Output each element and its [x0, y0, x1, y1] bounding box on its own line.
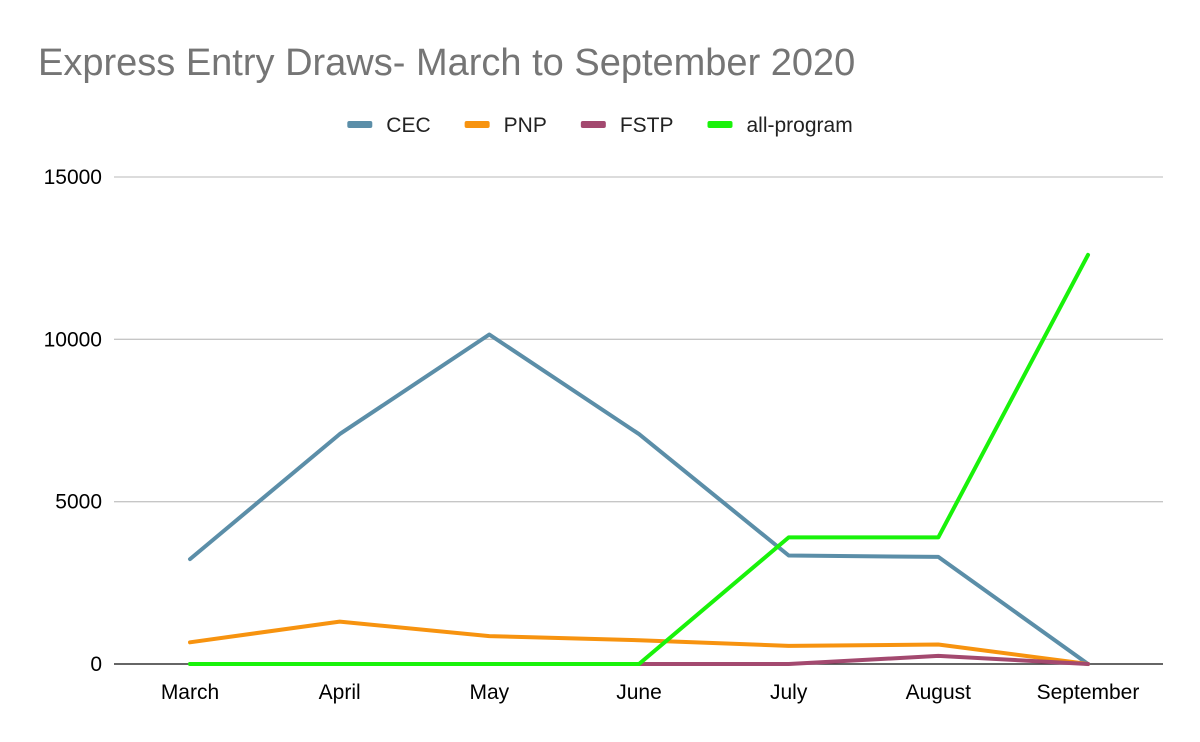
x-tick-label: September: [1037, 681, 1140, 704]
legend-label: PNP: [504, 114, 547, 137]
y-tick-label: 5000: [55, 491, 102, 514]
legend-item-cec: CEC: [347, 114, 431, 137]
x-tick-label: June: [616, 681, 662, 704]
y-axis-ticks: 0 5000 10000 15000: [44, 166, 102, 676]
legend-swatch: [464, 121, 490, 128]
chart-title: Express Entry Draws- March to September …: [38, 42, 855, 84]
gridlines: [114, 176, 1163, 665]
legend-item-pnp: PNP: [464, 114, 547, 137]
x-tick-label: July: [770, 681, 808, 704]
series-line-pnp: [188, 619, 1090, 666]
series-line-all-program: [188, 252, 1090, 666]
legend-label: CEC: [386, 114, 430, 137]
x-tick-label: May: [469, 681, 509, 704]
legend-swatch: [707, 121, 733, 128]
x-tick-label: March: [161, 681, 219, 704]
x-tick-label: August: [906, 681, 972, 704]
series-line-cec: [188, 332, 1090, 666]
legend-swatch: [580, 121, 606, 128]
legend-swatch: [347, 121, 373, 128]
legend-label: FSTP: [620, 114, 674, 137]
y-tick-label: 0: [90, 653, 102, 676]
y-tick-label: 10000: [44, 328, 102, 351]
x-tick-label: April: [319, 681, 361, 704]
x-axis-ticks: March April May June July August September: [161, 681, 1140, 704]
legend-item-all-program: all-program: [707, 114, 853, 137]
y-tick-label: 15000: [44, 166, 102, 189]
legend-item-fstp: FSTP: [580, 114, 674, 137]
legend: CEC PNP FSTP all-program: [347, 114, 853, 137]
legend-label: all-program: [747, 114, 853, 137]
series-lines: [188, 252, 1090, 666]
